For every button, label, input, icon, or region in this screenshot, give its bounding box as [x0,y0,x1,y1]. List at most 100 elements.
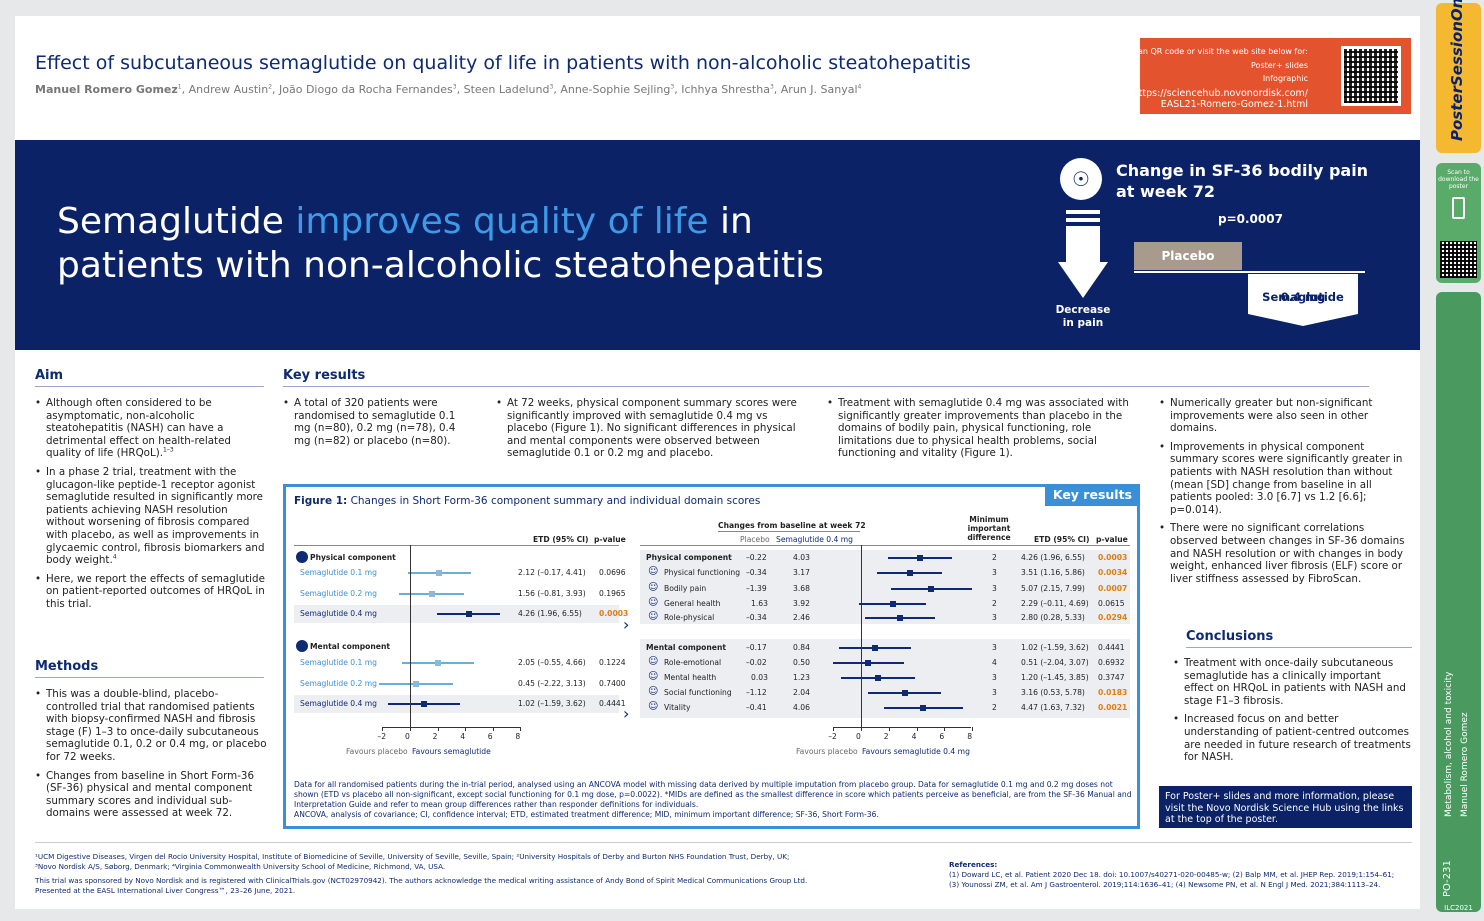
left-row-label: Semaglutide 0.1 mg [300,658,377,667]
qr-code-icon[interactable] [1341,46,1401,106]
semaglutide-change: 0.84 [793,643,810,652]
right-row-etd: 5.07 (2.15, 7.99) [1021,584,1085,593]
key-results-col2: At 72 weeks, physical component summary … [496,397,811,466]
x-tick-label: 0 [405,732,410,741]
right-row-etd: 4.47 (1.63, 7.32) [1021,703,1085,712]
etd-header: ETD (95% CI) [533,535,589,544]
methods-heading: Methods [35,659,99,674]
x-tick-label: 6 [939,732,945,741]
right-row-label: General health [664,599,721,608]
x-tick-label: 6 [487,732,493,741]
semaglutide-bar: Semaglutide 0.4 mg [1248,274,1358,326]
right-row-pvalue: 0.0003 [1098,553,1128,562]
left-row-etd: 2.05 (–0.55, 4.66) [518,658,586,667]
favours-semaglutide-label: Favours semaglutide [412,747,491,756]
mid-header: Minimum important difference [967,515,1011,542]
methods-bullet: Changes from baseline in Short Form-36 (… [35,770,267,820]
left-row-etd: 1.02 (–1.59, 3.62) [518,699,586,708]
aim-list: Although often considered to be asymptom… [35,397,267,617]
aim-bullet: In a phase 2 trial, treatment with the g… [35,466,267,567]
mid-value: 2 [992,703,997,712]
right-row-pvalue: 0.0294 [1098,613,1128,622]
key-results-col3: Treatment with semaglutide 0.4 mg was as… [827,397,1139,466]
placebo-change: –0.34 [746,568,767,577]
sciencehub-link[interactable]: https://sciencehub.novonordisk.com/EASL2… [1132,87,1308,110]
download-qr-icon[interactable] [1440,241,1477,278]
figure-footnote: Data for all randomised patients during … [294,780,1132,819]
x-tick-label: 8 [967,732,973,741]
x-tick-label: 4 [911,732,917,741]
x-tick [916,727,918,731]
qr-panel[interactable]: Scan QR code or visit the web site below… [1129,38,1411,114]
table-rule [294,545,619,546]
placebo-change: –0.17 [746,643,767,652]
semaglutide-header: Semaglutide 0.4 mg [776,535,853,544]
domain-icon: ☺ [648,597,659,608]
zero-line [410,545,411,727]
x-axis [382,727,520,728]
scan-download-panel[interactable]: Scan to download the poster [1436,163,1481,283]
mid-value: 3 [992,568,997,577]
x-tick-label: –2 [377,732,387,741]
key-result-bullet: There were no significant correlations o… [1159,522,1409,585]
key-result-bullet: A total of 320 patients were randomised … [283,397,473,447]
baseline-line [1134,271,1365,273]
placebo-change: –0.41 [746,703,767,712]
left-row-pvalue: 0.7400 [599,679,626,688]
cfb-rule [718,531,860,532]
left-row-etd: 0.45 (–2.22, 3.13) [518,679,586,688]
left-row-pvalue: 0.0003 [599,609,629,618]
aim-bullet: Here, we report the effects of semagluti… [35,573,267,611]
x-tick-label: 0 [856,732,861,741]
x-tick [861,727,862,731]
placebo-bar: Placebo [1134,242,1242,270]
domain-icon: ☺ [648,671,659,682]
x-tick [972,727,974,731]
physical-person-icon [296,551,308,563]
key-results-divider [283,386,1369,387]
left-row-label: Semaglutide 0.2 mg [300,589,377,598]
etd-marker [865,659,872,666]
zero-line [861,545,862,727]
pvalue-header: p-value [594,535,626,544]
semaglutide-change: 3.92 [793,599,810,608]
mid-value: 3 [992,688,997,697]
left-row-etd: 4.26 (1.96, 6.55) [518,609,582,618]
x-tick-label: 2 [883,732,889,741]
domain-icon: ☺ [648,566,659,577]
pain-person-icon: ☉ [1060,158,1102,200]
key-result-bullet: Numerically greater but non-significant … [1159,397,1409,435]
scan-label: Scan to download the poster [1438,169,1479,190]
placebo-change: 1.63 [751,599,768,608]
x-tick [492,727,494,731]
x-tick-label: 4 [460,732,466,741]
right-row-label: Vitality [664,703,691,712]
key-result-bullet: At 72 weeks, physical component summary … [496,397,811,460]
left-row-label: Semaglutide 0.2 mg [300,679,377,688]
placebo-change: –0.02 [746,658,767,667]
right-row-label: Bodily pain [664,584,707,593]
etd-marker [413,680,420,687]
conclusion-bullet: Increased focus on and better understand… [1173,713,1412,763]
pvalue-header: p-value [1096,535,1128,544]
x-tick-label: –2 [828,732,837,741]
left-row-etd: 2.12 (–0.17, 4.41) [518,568,586,577]
x-tick-label: 8 [515,732,521,741]
right-row-label: Role-physical [664,613,715,622]
right-row-etd: 3.51 (1.16, 5.86) [1021,568,1085,577]
right-row-pvalue: 0.0007 [1098,584,1128,593]
placebo-change: –0.34 [746,613,767,622]
phone-icon [1452,197,1465,219]
x-tick [520,727,522,731]
x-tick [833,727,835,731]
link-chevron-icon: › [623,615,630,634]
mid-value: 3 [992,584,997,593]
conclusions-heading: Conclusions [1186,629,1274,644]
right-row-label: Mental component [646,643,726,652]
headline-banner: Semaglutide improves quality of life in p… [15,140,1420,350]
domain-icon: ☺ [648,701,659,712]
qr-slides-label: Poster+ slides [1251,60,1308,70]
x-tick [382,727,384,731]
placebo-change: –1.12 [746,688,767,697]
brain-icon [296,640,308,652]
